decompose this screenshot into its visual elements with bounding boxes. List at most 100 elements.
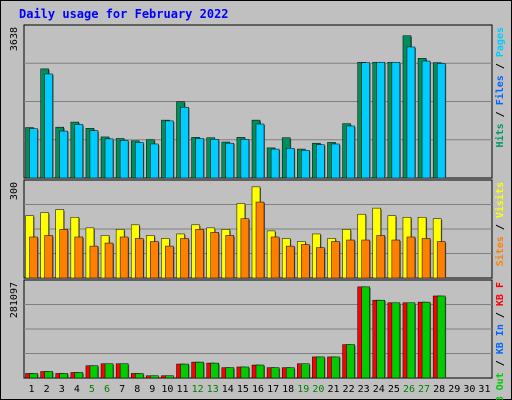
bar-kb-out-day-7 <box>119 363 129 379</box>
panel-max-label: 3638 <box>9 27 20 51</box>
bar-sites-day-6 <box>104 242 114 279</box>
legend-entry: Pages <box>495 27 506 57</box>
legend-entry: / <box>495 354 506 372</box>
bar-files-day-24 <box>376 61 386 179</box>
bar-files-day-20 <box>316 144 325 179</box>
bar-kb-out-day-17 <box>270 367 280 379</box>
bar-sites-day-11 <box>180 238 189 279</box>
panel-max-label: 281097 <box>9 282 20 318</box>
bar-sites-day-23 <box>361 239 370 279</box>
bar-sites-day-7 <box>119 236 129 279</box>
x-tick-label: 7 <box>119 384 125 395</box>
bar-files-day-3 <box>59 130 68 179</box>
legend-kbytes: KB Out / KB In / KB F <box>495 282 506 400</box>
x-tick-label: 30 <box>463 384 475 395</box>
bar-sites-day-8 <box>134 238 144 279</box>
bar-files-day-27 <box>421 60 431 179</box>
bar-sites-day-21 <box>331 241 340 279</box>
legend-entry: Hits <box>494 123 506 147</box>
x-tick-label: 31 <box>478 384 490 395</box>
bar-files-day-19 <box>301 149 310 179</box>
legend-entry: / <box>495 105 506 123</box>
legend-entry: KB Out <box>495 372 506 400</box>
bar-sites-day-2 <box>44 235 53 279</box>
x-tick-label: 13 <box>207 384 219 395</box>
bar-kb-out-day-14 <box>225 367 235 379</box>
bar-kb-out-day-1 <box>29 373 38 379</box>
bar-sites-day-24 <box>376 235 386 279</box>
bar-kb-out-day-4 <box>74 372 84 379</box>
bar-kb-out-day-5 <box>89 365 99 379</box>
x-tick-label: 9 <box>149 384 155 395</box>
bar-kb-out-day-6 <box>104 363 114 379</box>
legend-entry: / <box>495 306 506 324</box>
bar-kb-out-day-28 <box>436 295 446 379</box>
bar-kb-out-day-16 <box>255 364 265 379</box>
x-tick-label: 1 <box>29 384 35 395</box>
panel-max-label: 300 <box>9 182 20 200</box>
bar-sites-day-10 <box>165 245 174 279</box>
x-tick-label: 2 <box>44 384 50 395</box>
x-tick-label: 20 <box>312 384 324 395</box>
bar-files-day-26 <box>406 46 416 179</box>
chart-title: Daily usage for February 2022 <box>19 7 229 21</box>
bar-files-day-23 <box>361 62 370 179</box>
x-tick-label: 8 <box>134 384 140 395</box>
bar-files-day-10 <box>165 120 174 179</box>
bar-kb-out-day-12 <box>195 361 204 379</box>
bar-kb-out-day-10 <box>165 375 174 379</box>
legend-visits-sites: Sites / Visits <box>494 182 506 266</box>
bar-sites-day-28 <box>436 241 446 279</box>
legend-entry: KB F <box>495 282 506 306</box>
x-tick-label: 28 <box>433 384 445 395</box>
bar-files-day-2 <box>44 73 53 179</box>
bar-files-day-18 <box>285 148 295 179</box>
bar-sites-day-25 <box>391 239 401 279</box>
bar-kb-out-day-2 <box>44 371 53 379</box>
x-tick-label: 26 <box>403 384 415 395</box>
bar-kb-out-day-9 <box>150 375 159 379</box>
bar-kb-out-day-23 <box>361 286 370 379</box>
bar-kb-out-day-15 <box>240 366 250 379</box>
bar-sites-day-19 <box>301 244 310 279</box>
bar-sites-day-22 <box>346 239 355 279</box>
bar-files-day-16 <box>255 123 265 179</box>
bar-sites-day-3 <box>59 229 68 279</box>
bar-files-day-6 <box>104 138 114 179</box>
bar-files-day-21 <box>331 143 340 179</box>
x-tick-label: 27 <box>418 384 430 395</box>
legend-entry: / <box>495 218 506 236</box>
bar-kb-out-day-3 <box>59 373 68 379</box>
bar-files-day-8 <box>134 142 144 179</box>
bar-kb-out-day-19 <box>301 363 310 379</box>
bar-files-day-5 <box>89 130 99 179</box>
legend-hits-files: Hits / Files / Pages <box>494 27 506 147</box>
x-tick-label: 19 <box>297 384 309 395</box>
bar-files-day-22 <box>346 125 355 179</box>
legend-entry: Files <box>494 75 506 105</box>
x-tick-label: 29 <box>448 384 460 395</box>
x-tick-label: 14 <box>222 384 234 395</box>
bar-files-day-25 <box>391 61 401 179</box>
bar-sites-day-1 <box>29 236 38 279</box>
legend-entry: Sites <box>494 236 506 266</box>
bar-kb-out-day-11 <box>180 363 189 379</box>
x-tick-label: 22 <box>343 384 355 395</box>
x-tick-label: 24 <box>373 384 385 395</box>
bar-files-day-11 <box>180 106 189 179</box>
legend-entry: Visits <box>494 182 506 218</box>
bar-files-day-14 <box>225 142 235 179</box>
legend-entry: / <box>495 57 506 75</box>
bar-sites-day-26 <box>406 236 416 279</box>
bar-kb-out-day-21 <box>331 356 340 379</box>
x-tick-label: 15 <box>237 384 249 395</box>
bar-kb-out-day-27 <box>421 301 431 379</box>
x-tick-label: 18 <box>282 384 294 395</box>
bar-files-day-17 <box>270 148 280 179</box>
bar-sites-day-27 <box>421 238 431 279</box>
bar-sites-day-14 <box>225 235 235 279</box>
x-tick-label: 3 <box>59 384 65 395</box>
x-tick-label: 17 <box>267 384 279 395</box>
x-tick-label: 6 <box>104 384 110 395</box>
bar-files-day-4 <box>74 124 84 179</box>
